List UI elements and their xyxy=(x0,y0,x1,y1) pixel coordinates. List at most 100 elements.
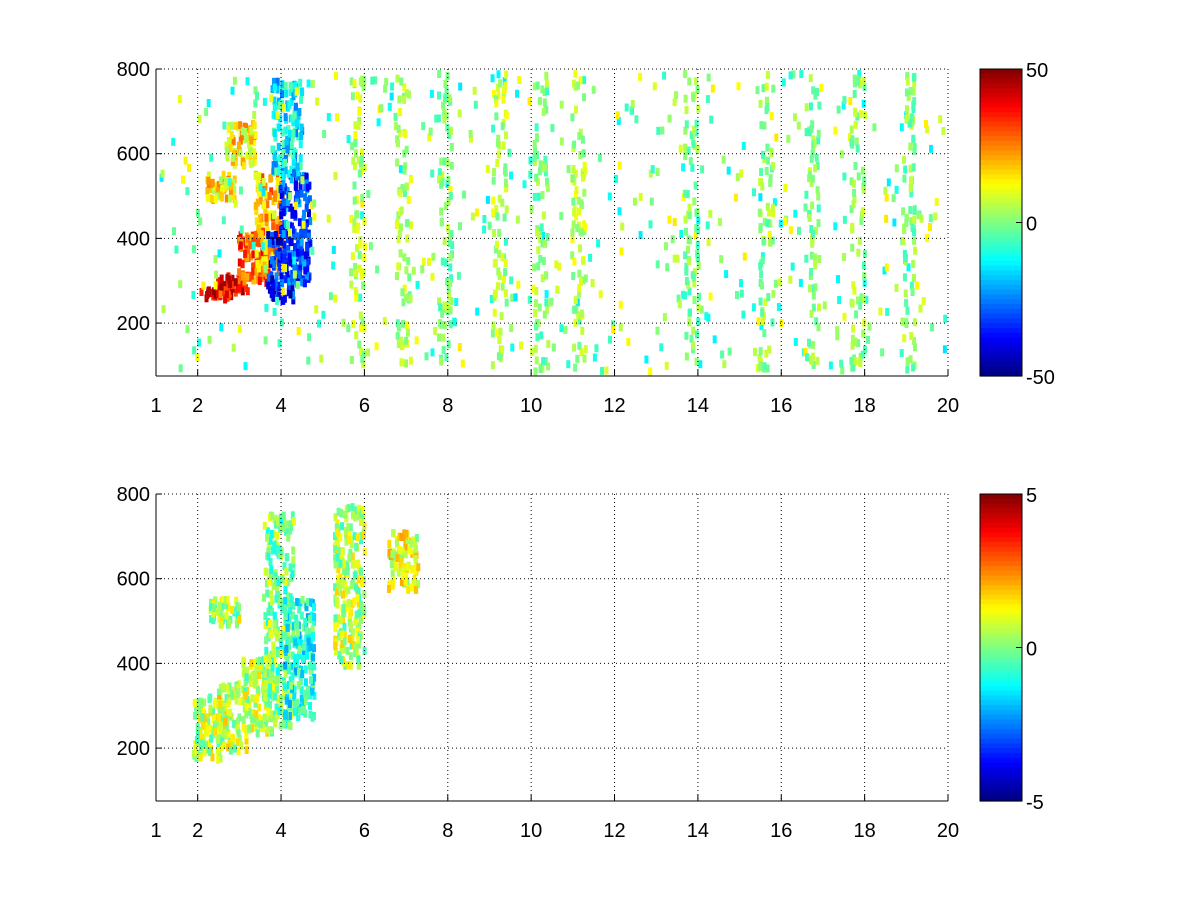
heatmap-cell xyxy=(298,78,303,87)
heatmap-cell xyxy=(269,173,274,182)
heatmap-cell xyxy=(288,681,293,690)
heatmap-cell xyxy=(684,106,689,115)
heatmap-cell xyxy=(919,214,924,223)
heatmap-cell xyxy=(430,169,435,178)
heatmap-cell xyxy=(266,231,271,240)
heatmap-cell xyxy=(359,347,363,356)
heatmap-cell xyxy=(938,115,943,124)
heatmap-cell xyxy=(357,251,362,260)
heatmap-cell xyxy=(304,203,309,212)
heatmap-cell xyxy=(807,213,812,222)
heatmap-cell xyxy=(689,131,694,140)
heatmap-cell xyxy=(234,696,239,705)
x-tick-label: 1 xyxy=(150,395,161,417)
colorbar-segment xyxy=(980,371,1022,377)
heatmap-cell xyxy=(276,281,281,290)
heatmap-cell xyxy=(545,233,550,241)
heatmap-cell xyxy=(684,331,689,340)
heatmap-cell xyxy=(539,223,544,232)
heatmap-cell xyxy=(268,536,273,545)
heatmap-cell xyxy=(577,132,582,140)
heatmap-cell xyxy=(581,173,585,182)
heatmap-cell xyxy=(408,294,413,303)
heatmap-cell xyxy=(835,326,840,335)
colorbar-segment xyxy=(980,777,1022,783)
heatmap-cell xyxy=(257,224,261,233)
heatmap-cell xyxy=(249,724,254,733)
heatmap-cell xyxy=(194,736,199,744)
heatmap-cell xyxy=(849,125,854,134)
heatmap-cell xyxy=(577,341,582,350)
heatmap-cell xyxy=(342,637,347,646)
heatmap-cell xyxy=(665,263,670,272)
heatmap-cell xyxy=(312,673,317,682)
heatmap-cell xyxy=(534,356,539,365)
heatmap-cell xyxy=(503,259,508,267)
heatmap-cell xyxy=(311,632,315,641)
heatmap-cell xyxy=(247,707,252,716)
heatmap-cell xyxy=(672,254,677,263)
heatmap-cell xyxy=(336,546,341,555)
heatmap-cell xyxy=(672,98,677,107)
heatmap-cell xyxy=(759,168,764,177)
heatmap-cell xyxy=(694,77,699,86)
heatmap-cell xyxy=(283,609,288,618)
heatmap-cell xyxy=(366,348,370,357)
heatmap-cell xyxy=(751,303,756,312)
heatmap-cell xyxy=(228,746,233,755)
heatmap-cell xyxy=(411,266,416,275)
heatmap-cell xyxy=(437,70,442,78)
heatmap-cell xyxy=(278,695,283,704)
heatmap-cell xyxy=(534,123,539,132)
heatmap-cell xyxy=(267,192,272,200)
heatmap-cell xyxy=(395,554,400,563)
heatmap-cell xyxy=(859,216,864,225)
heatmap-cell xyxy=(439,357,444,366)
heatmap-cell xyxy=(244,730,249,739)
heatmap-cell xyxy=(413,566,418,575)
heatmap-cell xyxy=(504,131,508,140)
heatmap-cell xyxy=(238,121,243,130)
heatmap-cell xyxy=(233,152,238,161)
heatmap-cell xyxy=(909,176,913,185)
heatmap-cell xyxy=(540,274,545,283)
heatmap-cell xyxy=(314,305,319,314)
heatmap-cell xyxy=(533,344,538,353)
heatmap-cell xyxy=(397,230,402,238)
x-tick-label: 18 xyxy=(854,820,876,842)
heatmap-cell xyxy=(252,138,257,147)
heatmap-cell xyxy=(771,209,776,218)
heatmap-cell xyxy=(805,353,809,362)
heatmap-cell xyxy=(535,333,540,342)
heatmap-cell xyxy=(220,185,225,194)
heatmap-cell xyxy=(884,263,889,272)
heatmap-cell xyxy=(457,343,462,351)
heatmap-cell xyxy=(266,547,271,556)
heatmap-cell xyxy=(352,196,357,205)
heatmap-cell xyxy=(341,604,346,613)
heatmap-cell xyxy=(271,222,276,231)
heatmap-cell xyxy=(398,165,403,174)
heatmap-cell xyxy=(290,210,295,219)
heatmap-cell xyxy=(803,347,808,356)
heatmap-cell xyxy=(427,257,431,266)
heatmap-cell xyxy=(764,349,769,358)
heatmap-cell xyxy=(534,173,539,182)
heatmap-cell xyxy=(764,82,769,91)
heatmap-cell xyxy=(851,179,856,188)
heatmap-cell xyxy=(262,685,266,694)
heatmap-cell xyxy=(294,264,299,273)
colorbar-segment xyxy=(980,131,1022,137)
heatmap-cell xyxy=(810,251,814,260)
heatmap-cell xyxy=(224,694,229,703)
heatmap-cell xyxy=(809,154,814,163)
heatmap-cell xyxy=(287,129,292,138)
heatmap-cell xyxy=(771,162,776,170)
heatmap-cell xyxy=(207,738,212,747)
heatmap-cell xyxy=(541,108,546,117)
heatmap-cell xyxy=(362,604,367,613)
heatmap-cell xyxy=(687,203,692,212)
heatmap-cell xyxy=(872,123,877,132)
heatmap-cell xyxy=(285,100,290,109)
